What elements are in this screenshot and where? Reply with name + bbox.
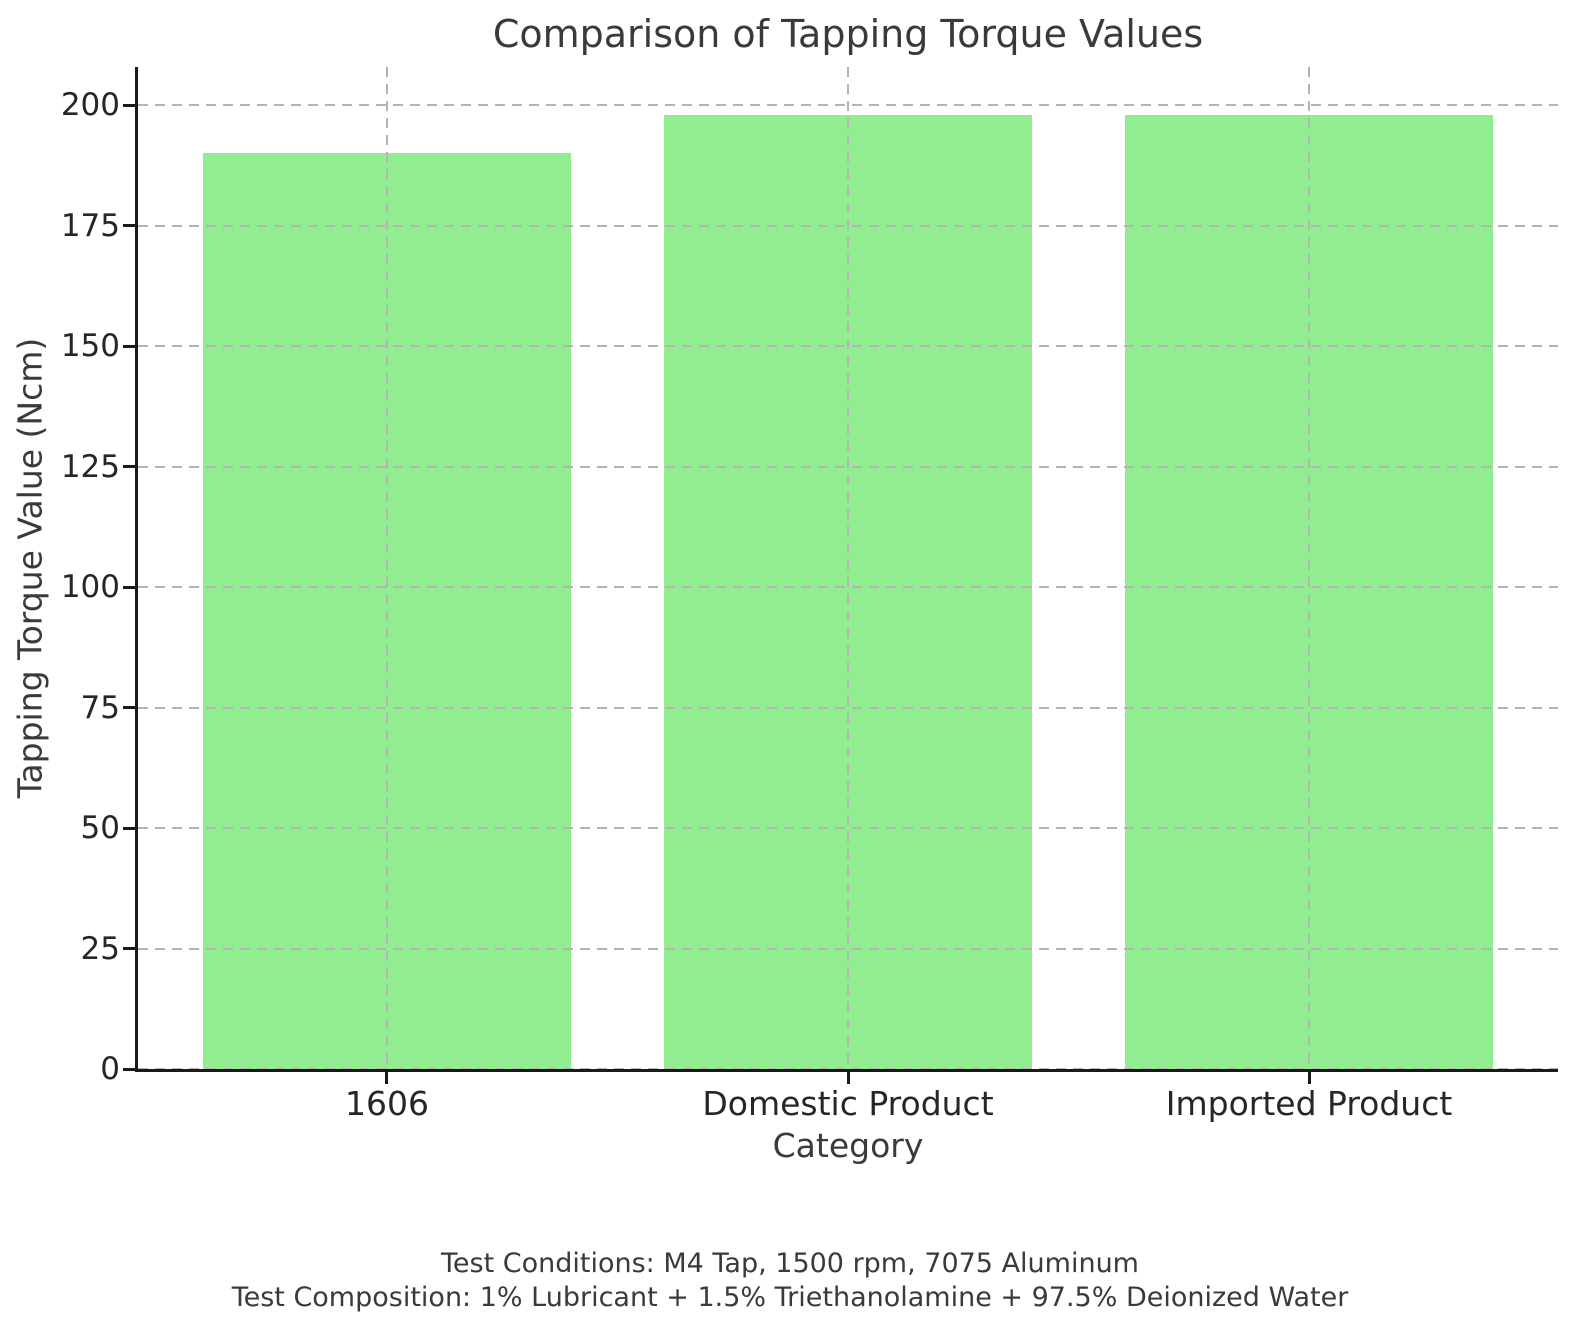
- y-tick: [123, 826, 135, 830]
- y-tick-label: 175: [60, 207, 120, 244]
- y-tick-label: 50: [80, 810, 120, 847]
- y-axis-spine: [135, 67, 138, 1072]
- y-tick-label: 125: [60, 448, 120, 485]
- y-tick-label: 150: [60, 328, 120, 365]
- x-tick-label: Imported Product: [1165, 1084, 1453, 1123]
- y-tick-labels: 0 25 50 75 100 125 150 175 200: [0, 67, 120, 1087]
- y-tick-label: 200: [60, 87, 120, 124]
- bar: [1124, 114, 1494, 1069]
- bars-layer: [138, 67, 1558, 1069]
- y-tick: [123, 344, 135, 348]
- y-tick-label: 25: [80, 930, 120, 967]
- x-tick: [846, 1072, 850, 1084]
- y-tick-label: 0: [100, 1051, 120, 1087]
- x-tick-label: 1606: [344, 1084, 429, 1123]
- y-tick: [123, 706, 135, 710]
- x-tick: [385, 1072, 389, 1084]
- bar: [202, 153, 572, 1069]
- x-tick-labels: 1606 Domestic Product Imported Product: [138, 1084, 1558, 1126]
- x-tick-label: Domestic Product: [702, 1084, 994, 1123]
- y-tick-label: 100: [60, 569, 120, 606]
- y-tick-label: 75: [80, 689, 120, 726]
- x-axis-label: Category: [772, 1126, 924, 1165]
- y-tick: [123, 1067, 135, 1071]
- footer-annotation: Test Conditions: M4 Tap, 1500 rpm, 7075 …: [0, 1247, 1580, 1315]
- x-tick: [1307, 1072, 1311, 1084]
- ticks-layer: [123, 67, 1558, 1084]
- footer-line-1: Test Conditions: M4 Tap, 1500 rpm, 7075 …: [441, 1248, 1139, 1279]
- y-tick: [123, 103, 135, 107]
- bar: [663, 114, 1033, 1069]
- x-axis-spine: [135, 1069, 1558, 1072]
- plot-area: [123, 67, 1558, 1084]
- footer-line-2: Test Composition: 1% Lubricant + 1.5% Tr…: [231, 1282, 1349, 1313]
- y-tick: [123, 224, 135, 228]
- y-tick: [123, 585, 135, 589]
- y-tick: [123, 465, 135, 469]
- chart-title: Comparison of Tapping Torque Values: [492, 12, 1204, 56]
- y-tick: [123, 947, 135, 950]
